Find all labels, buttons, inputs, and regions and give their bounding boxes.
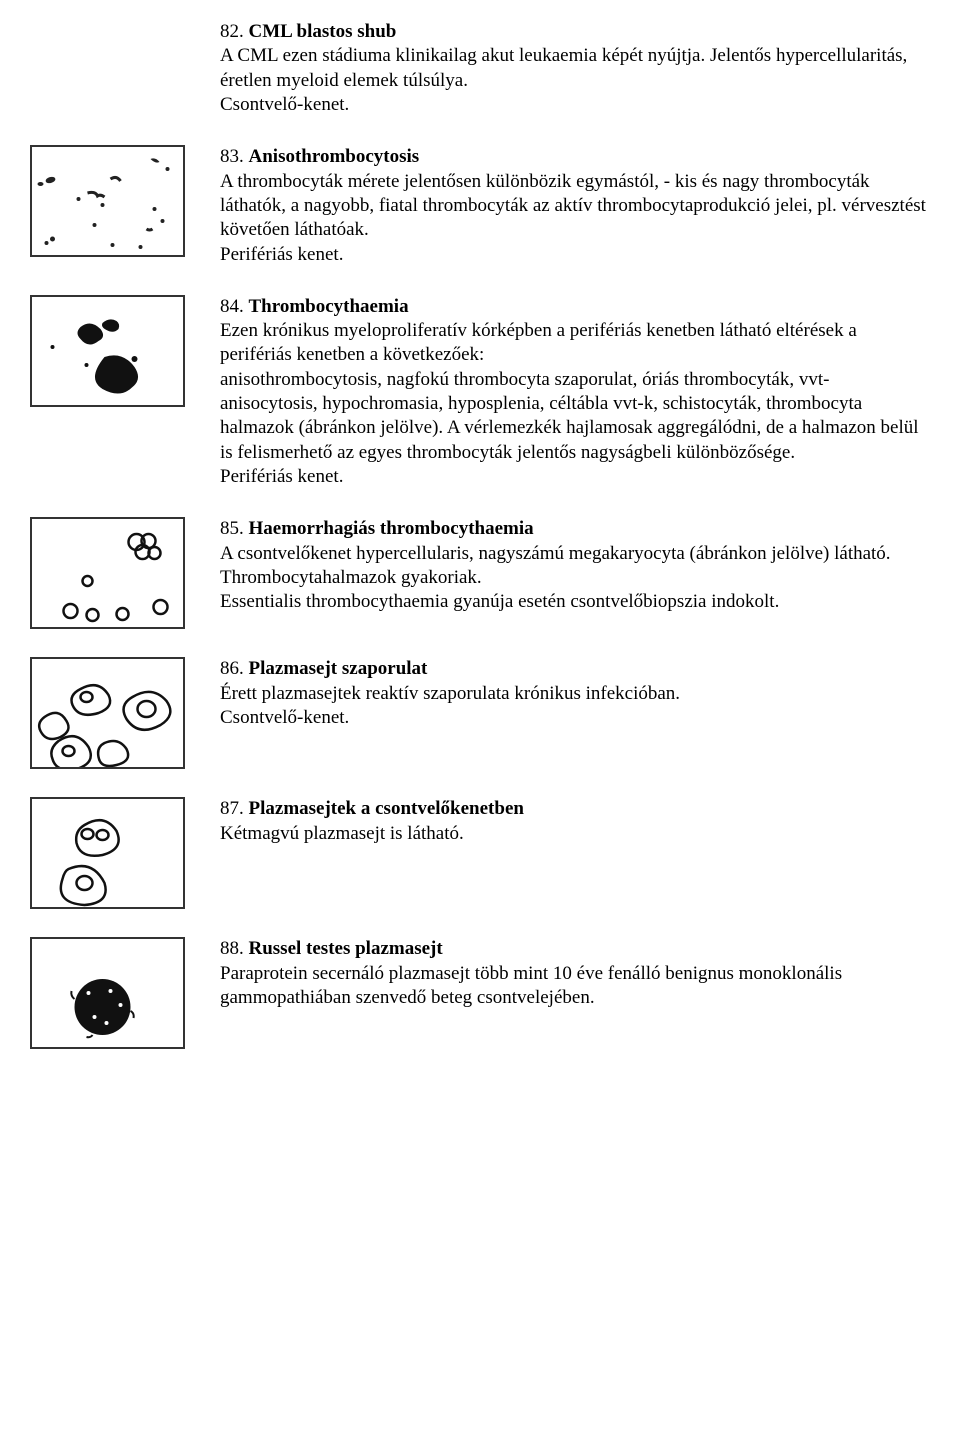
entry-number-83: 83.: [220, 146, 244, 167]
entry-body-86: Érett plazmasejtek reaktív szaporulata k…: [220, 682, 926, 731]
entry-title-86: Plazmasejt szaporulat: [249, 658, 428, 679]
entry-body-83: A thrombocyták mérete jelentősen különbö…: [220, 170, 926, 267]
entry-title-83: Anisothrombocytosis: [249, 146, 420, 167]
text-86: 86. Plazmasejt szaporulat Érett plazmase…: [220, 657, 930, 730]
thumbnail-slot-86: [30, 657, 220, 769]
smear-thumbnail-87: [30, 797, 185, 909]
entry-body-87: Kétmagvú plazmasejt is látható.: [220, 822, 926, 846]
text-85: 85. Haemorrhagiás thrombocythaemia A cso…: [220, 517, 930, 614]
entry-number-84: 84.: [220, 296, 244, 317]
heading-82: 82. CML blastos shub: [220, 20, 926, 44]
thumbnail-slot-88: [30, 937, 220, 1049]
entry-83: 83. Anisothrombocytosis A thrombocyták m…: [30, 145, 930, 267]
entry-82: 82. CML blastos shub A CML ezen stádiuma…: [30, 20, 930, 117]
heading-84: 84. Thrombocythaemia: [220, 295, 926, 319]
entry-body-82: A CML ezen stádiuma klinikailag akut leu…: [220, 44, 926, 117]
entry-title-85: Haemorrhagiás thrombocythaemia: [249, 518, 534, 539]
thumbnail-slot-83: [30, 145, 220, 257]
text-82: 82. CML blastos shub A CML ezen stádiuma…: [220, 20, 930, 117]
entry-title-84: Thrombocythaemia: [249, 296, 409, 317]
smear-thumbnail-85: [30, 517, 185, 629]
entry-body-85: A csontvelőkenet hypercellularis, nagysz…: [220, 542, 926, 615]
heading-83: 83. Anisothrombocytosis: [220, 145, 926, 169]
smear-thumbnail-88: [30, 937, 185, 1049]
entry-number-82: 82.: [220, 21, 244, 42]
entry-title-88: Russel testes plazmasejt: [249, 938, 443, 959]
text-87: 87. Plazmasejtek a csontvelőkenetben Két…: [220, 797, 930, 846]
thumbnail-slot-87: [30, 797, 220, 909]
entry-86: 86. Plazmasejt szaporulat Érett plazmase…: [30, 657, 930, 769]
heading-85: 85. Haemorrhagiás thrombocythaemia: [220, 517, 926, 541]
entry-87: 87. Plazmasejtek a csontvelőkenetben Két…: [30, 797, 930, 909]
thumbnail-slot-84: [30, 295, 220, 407]
text-83: 83. Anisothrombocytosis A thrombocyták m…: [220, 145, 930, 267]
smear-thumbnail-84: [30, 295, 185, 407]
entry-84: 84. Thrombocythaemia Ezen krónikus myelo…: [30, 295, 930, 490]
document-page: 82. CML blastos shub A CML ezen stádiuma…: [0, 0, 960, 1089]
entry-body-84: Ezen krónikus myeloproliferatív kórképbe…: [220, 319, 926, 489]
heading-87: 87. Plazmasejtek a csontvelőkenetben: [220, 797, 926, 821]
entry-body-88: Paraprotein secernáló plazmasejt több mi…: [220, 962, 926, 1011]
text-88: 88. Russel testes plazmasejt Paraprotein…: [220, 937, 930, 1010]
entry-85: 85. Haemorrhagiás thrombocythaemia A cso…: [30, 517, 930, 629]
text-84: 84. Thrombocythaemia Ezen krónikus myelo…: [220, 295, 930, 490]
heading-88: 88. Russel testes plazmasejt: [220, 937, 926, 961]
smear-thumbnail-83: [30, 145, 185, 257]
smear-thumbnail-86: [30, 657, 185, 769]
entry-number-86: 86.: [220, 658, 244, 679]
thumbnail-slot-85: [30, 517, 220, 629]
entry-number-88: 88.: [220, 938, 244, 959]
heading-86: 86. Plazmasejt szaporulat: [220, 657, 926, 681]
entry-number-87: 87.: [220, 798, 244, 819]
entry-title-87: Plazmasejtek a csontvelőkenetben: [249, 798, 524, 819]
entry-number-85: 85.: [220, 518, 244, 539]
entry-title-82: CML blastos shub: [249, 21, 397, 42]
entry-88: 88. Russel testes plazmasejt Paraprotein…: [30, 937, 930, 1049]
